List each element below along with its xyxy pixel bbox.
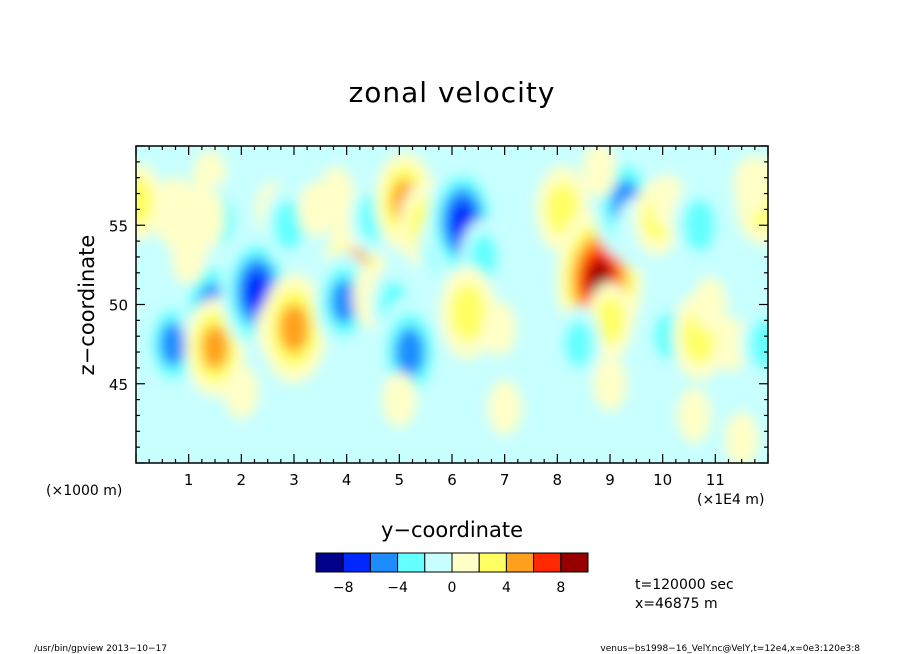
colorbar-tick-label: −8 <box>333 580 354 596</box>
colorbar-tick-label: −4 <box>387 580 408 596</box>
y-ticks: 45 50 55 <box>109 145 768 464</box>
contour-feature <box>540 387 575 443</box>
contour-feature <box>592 356 628 412</box>
footer-right: venus−bs1998−16_VelY.nc@VelY,t=12e4,x=0e… <box>600 644 860 654</box>
colorbar-swatch <box>424 552 453 573</box>
contour-feature <box>672 181 727 270</box>
y-axis-label: z−coordinate <box>75 235 99 376</box>
contour-level <box>713 316 749 372</box>
colorbar-swatch <box>560 552 589 573</box>
contour-level <box>595 296 625 345</box>
contour-level <box>201 325 229 370</box>
x-ticks: 1 2 3 4 5 6 7 8 9 10 11 <box>135 146 769 489</box>
time-info: t=120000 sec <box>635 577 734 593</box>
contour-feature <box>713 316 749 372</box>
colorbar-tick-label: 4 <box>502 580 511 596</box>
contour-level <box>683 198 717 253</box>
colorbar-swatch <box>505 552 535 573</box>
colorbar-tick-label: 8 <box>556 580 565 596</box>
contour-level <box>724 411 759 463</box>
contour-fills <box>136 146 768 463</box>
x-tick-label: 6 <box>447 471 457 489</box>
colorbar-swatch <box>315 552 344 573</box>
colorbar-swatch <box>451 552 480 573</box>
contour-feature <box>733 155 768 216</box>
contour-level <box>171 229 206 285</box>
x-tick-label: 8 <box>553 471 563 489</box>
y-tick-label: 55 <box>109 217 128 235</box>
contour-level <box>733 155 768 216</box>
contour-level <box>330 279 358 324</box>
contour-level <box>450 283 486 342</box>
colorbar: −8 −4 0 4 8 <box>315 552 589 596</box>
contour-level <box>159 322 187 367</box>
x-tick-label: 9 <box>605 471 615 489</box>
contour-feature <box>582 146 617 198</box>
x-tick-label: 5 <box>395 471 405 489</box>
colorbar-swatch <box>478 552 507 573</box>
contour-level <box>677 387 712 443</box>
contour-level <box>136 177 154 226</box>
contour-level <box>582 146 617 198</box>
x-tick-label: 1 <box>184 471 194 489</box>
contour-level <box>487 380 522 436</box>
y-axis-unit: (×1000 m) <box>46 483 122 499</box>
x-tick-label: 3 <box>289 471 299 489</box>
contour-feature <box>692 277 728 332</box>
contour-level <box>563 320 593 368</box>
contour-feature <box>724 411 759 463</box>
contour-feature <box>554 305 603 383</box>
contour-level <box>224 364 259 420</box>
contour-feature <box>382 372 417 428</box>
y-tick-label: 50 <box>109 297 128 315</box>
x-tick-label: 2 <box>237 471 247 489</box>
x-tick-label: 11 <box>706 471 725 489</box>
x-axis-label: y−coordinate <box>381 518 523 542</box>
colorbar-swatch <box>369 552 399 573</box>
x-axis-unit: (×1E4 m) <box>697 492 764 508</box>
contour-level <box>540 387 575 443</box>
x-tick-label: 10 <box>653 471 672 489</box>
y-tick-label: 45 <box>109 376 128 394</box>
x-tick-label: 4 <box>342 471 352 489</box>
contour-feature <box>487 380 522 436</box>
contour-feature <box>482 300 517 356</box>
colorbar-swatch <box>342 552 371 573</box>
contour-feature <box>677 387 712 443</box>
contour-feature <box>439 265 497 360</box>
contour-level <box>395 327 425 377</box>
chart-title: zonal velocity <box>349 76 556 109</box>
contour-feature <box>260 273 328 384</box>
contour-level <box>482 300 517 356</box>
colorbar-tick-label: 0 <box>448 580 457 596</box>
contour-feature <box>224 364 259 420</box>
colorbar-swatch <box>533 552 562 573</box>
contour-level <box>244 270 270 313</box>
contour-level <box>382 372 417 428</box>
contour-feature <box>740 302 768 386</box>
x-tick-label: 7 <box>500 471 510 489</box>
contour-feature <box>303 403 338 459</box>
contour-level <box>692 277 728 332</box>
colorbar-swatch <box>397 552 426 573</box>
footer-left: /usr/bin/gpview 2013−10−17 <box>34 644 167 654</box>
contour-level <box>749 318 768 370</box>
position-info: x=46875 m <box>635 596 718 612</box>
contour-level <box>592 356 628 412</box>
contour-level <box>303 403 338 459</box>
contour-level <box>273 199 305 251</box>
contour-level <box>279 303 309 353</box>
contour-feature <box>171 229 206 285</box>
